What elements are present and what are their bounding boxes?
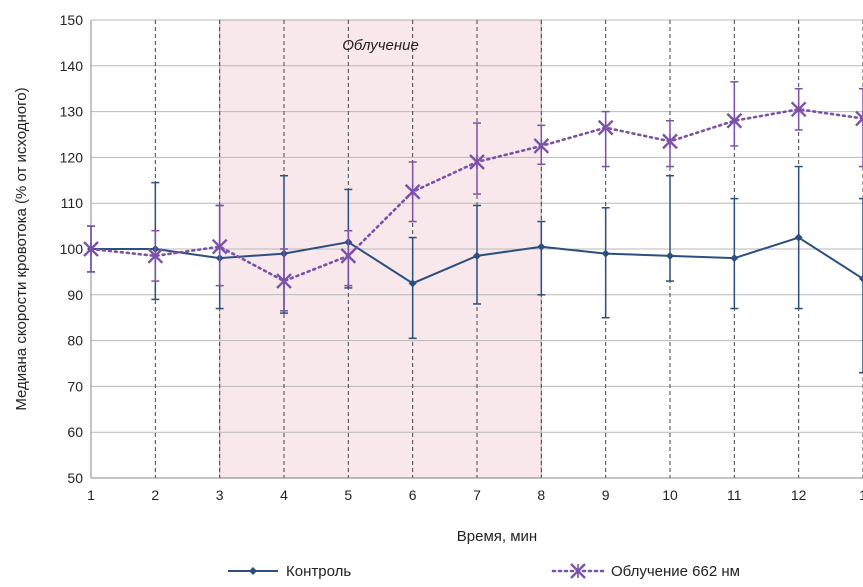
irradiation-label: Облучение (342, 37, 419, 54)
y-tick-label: 150 (60, 12, 84, 28)
data-point (469, 154, 485, 170)
x-tick-label: 3 (216, 487, 224, 503)
y-tick-label: 70 (67, 378, 83, 394)
error-bar (666, 174, 674, 282)
data-point (473, 251, 481, 260)
data-point (404, 183, 421, 200)
legend-label: Облучение 662 нм (611, 563, 740, 580)
data-point (859, 274, 863, 283)
error-bar (859, 197, 863, 374)
x-tick-label: 1 (87, 487, 95, 503)
data-point (408, 279, 417, 288)
data-point (855, 110, 863, 127)
error-bar (408, 236, 417, 340)
legend-label: Контроль (286, 563, 351, 580)
data-point (340, 248, 357, 264)
series-1 (83, 81, 863, 312)
data-point (147, 248, 164, 264)
error-bar (601, 110, 610, 168)
data-point (730, 254, 739, 263)
y-tick-label: 60 (67, 424, 83, 440)
y-tick-labels: 50 60 70 80 90 100 110 120 130 140 150 (60, 12, 84, 486)
data-point (662, 133, 678, 150)
data-point (794, 233, 803, 242)
y-tick-label: 130 (60, 104, 84, 120)
data-point (537, 242, 546, 251)
data-point (211, 238, 228, 255)
x-tick-label: 10 (662, 487, 678, 503)
y-tick-label: 110 (61, 195, 84, 211)
error-bar (601, 207, 610, 319)
x-tick-label: 11 (727, 487, 742, 503)
error-bar (859, 87, 863, 168)
legend-item-1: Облучение 662 нм (551, 563, 740, 580)
data-point (726, 112, 743, 129)
data-point (597, 119, 614, 136)
marker-stroke (855, 110, 863, 121)
legend-item-0: Контроль (228, 563, 351, 580)
data-point (276, 273, 292, 289)
x-tick-label: 2 (151, 487, 159, 503)
x-tick-label: 7 (473, 487, 481, 503)
x-axis-label: Время, мин (457, 528, 537, 545)
x-tick-label: 6 (409, 487, 417, 503)
data-point (83, 241, 99, 257)
data-point (601, 249, 610, 258)
data-point (570, 563, 586, 579)
y-tick-label: 80 (67, 333, 83, 349)
x-tick-label: 4 (280, 487, 288, 503)
x-tick-label: 5 (344, 487, 352, 503)
marker-stroke (855, 116, 863, 127)
x-tick-labels: 1234567891011121 (87, 487, 863, 503)
legend: Контроль Облучение 662 нм (228, 563, 740, 580)
error-bar (537, 220, 546, 296)
data-point (249, 567, 257, 575)
series-layer (83, 81, 863, 374)
x-tick-label: 1 (859, 487, 863, 503)
data-point (666, 251, 674, 260)
y-axis-label: Медиана скорости кровотока (% от исходно… (13, 87, 30, 410)
y-tick-label: 100 (60, 241, 84, 257)
x-tick-label: 8 (537, 487, 545, 503)
y-tick-label: 50 (67, 470, 83, 486)
x-tick-label: 12 (791, 487, 807, 503)
y-tick-label: 120 (60, 149, 84, 165)
data-point (533, 138, 550, 154)
error-bar (730, 197, 739, 310)
y-tick-label: 90 (67, 287, 83, 303)
y-tick-label: 140 (60, 58, 84, 74)
data-point (790, 101, 807, 118)
x-tick-label: 9 (602, 487, 610, 503)
